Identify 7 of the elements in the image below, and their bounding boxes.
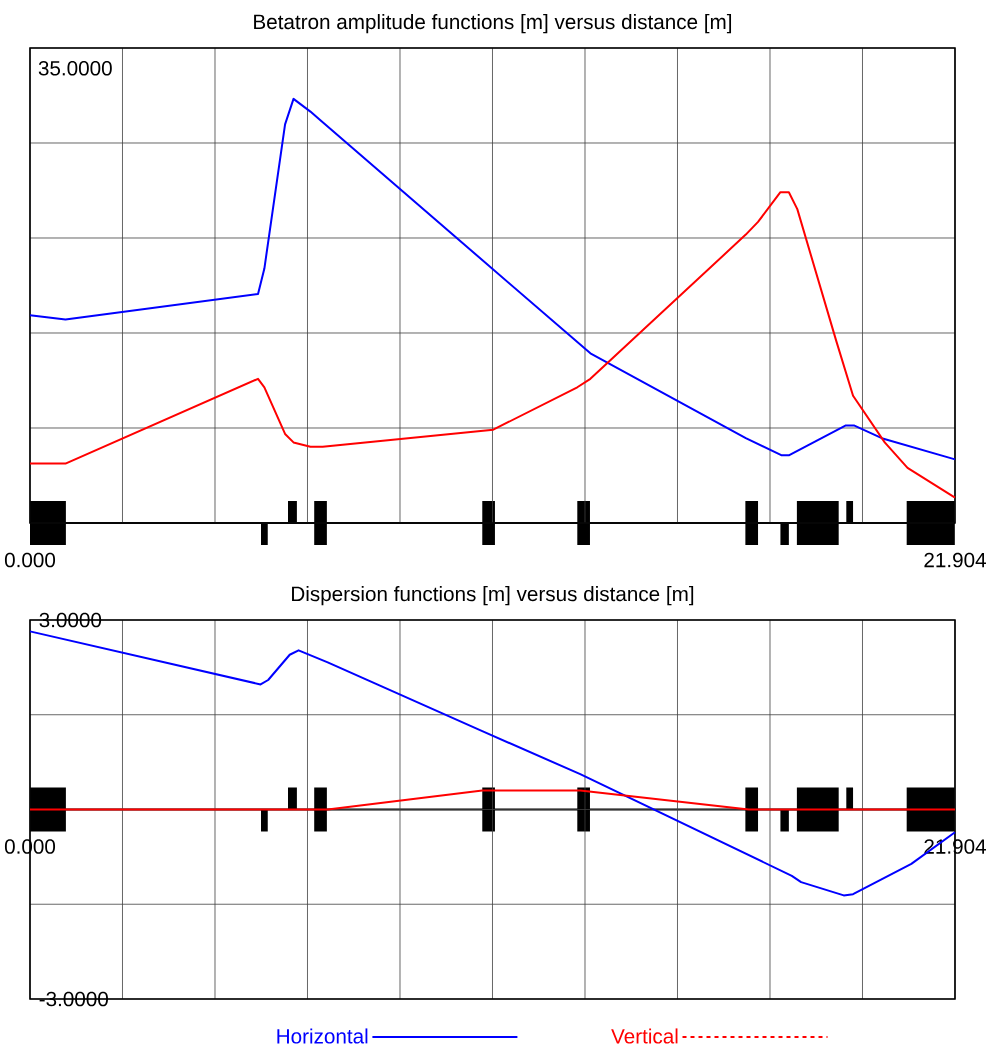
text: Horizontal: [277, 1028, 368, 1044]
chart-title: Betatron amplitude functions [m] versus distance [m]: [254, 14, 732, 34]
x-tick-label: 21.904: [924, 552, 986, 568]
chart-title: Dispersion functions [m] versus distance [m]: [292, 586, 694, 606]
x-tick-label: 0.000: [4, 552, 56, 568]
text: 35.0000: [38, 60, 112, 76]
text: Vertical: [611, 1028, 678, 1044]
